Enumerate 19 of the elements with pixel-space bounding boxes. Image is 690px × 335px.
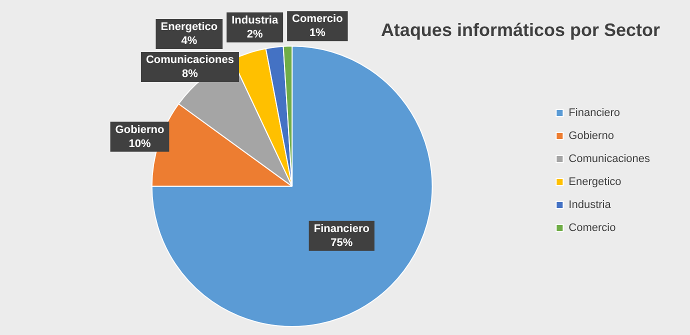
- legend-label: Comunicaciones: [568, 153, 650, 166]
- slice-label: Industria: [232, 14, 279, 26]
- data-label: 8%: [182, 68, 198, 80]
- slice-label: Financiero: [314, 222, 370, 235]
- slice-label: Energetico: [160, 20, 218, 33]
- slice-label: Comunicaciones: [146, 54, 234, 66]
- slice-label: Comercio: [292, 13, 344, 26]
- legend-label: Energetico: [568, 176, 622, 188]
- legend-label: Comercio: [568, 222, 616, 234]
- legend-label: Gobierno: [568, 130, 614, 142]
- chart-title: Ataques informáticos por Sector: [380, 20, 660, 40]
- data-label: 75%: [330, 236, 353, 249]
- data-label: 2%: [246, 28, 263, 40]
- data-label: 1%: [309, 27, 326, 40]
- data-label: 4%: [181, 34, 198, 47]
- legend-label: Industria: [568, 199, 612, 212]
- data-label: 10%: [128, 138, 151, 150]
- legend-label: Financiero: [568, 107, 620, 120]
- slice-label: Gobierno: [115, 124, 164, 136]
